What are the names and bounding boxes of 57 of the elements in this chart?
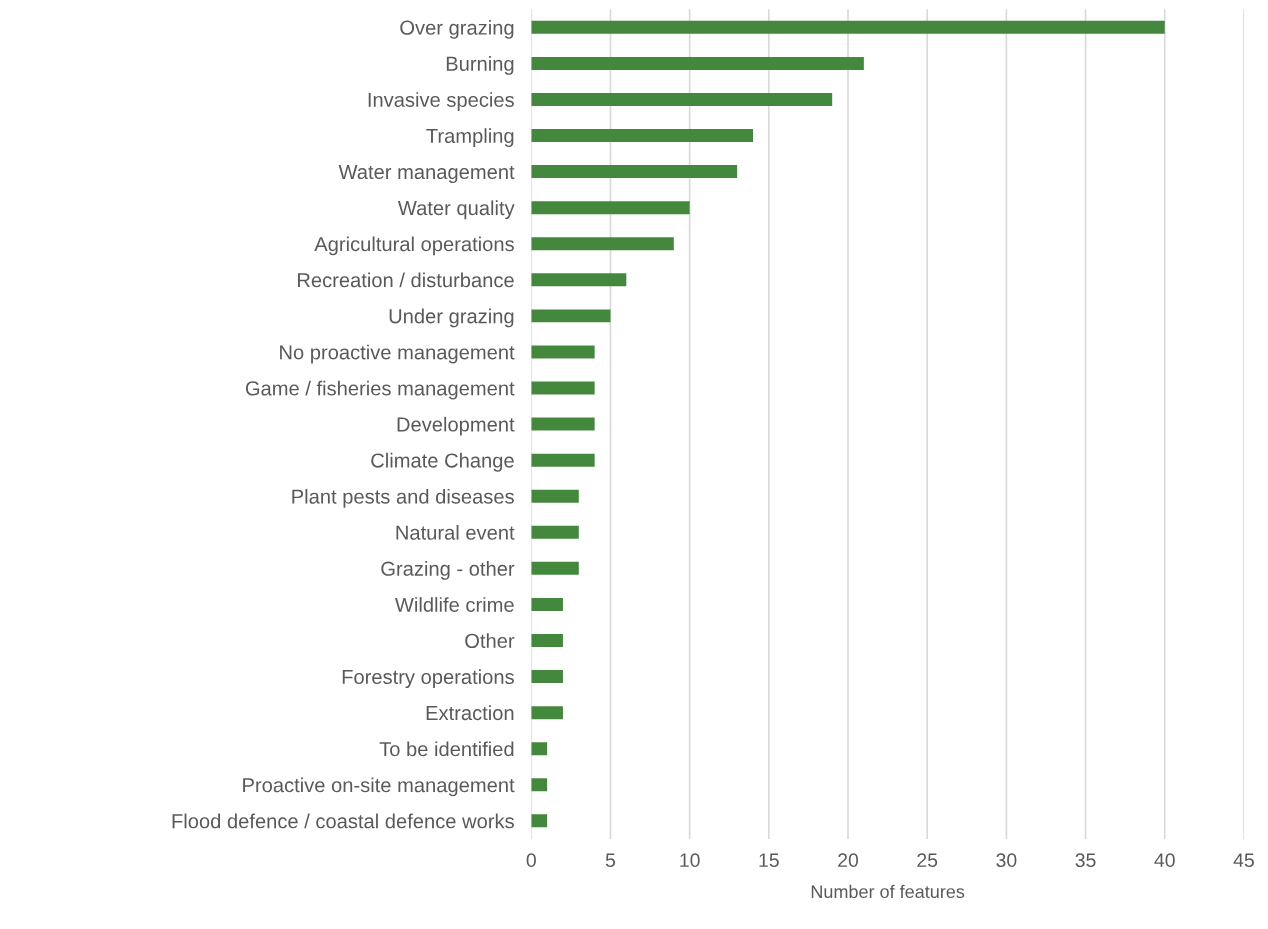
bar	[531, 525, 579, 539]
x-tick-label: 0	[526, 853, 536, 868]
y-tick-label: Climate Change	[371, 452, 514, 472]
bar	[531, 92, 833, 106]
bar	[531, 201, 690, 215]
x-axis-title: Number of features	[811, 884, 965, 899]
bar	[531, 129, 753, 143]
y-tick-label: Invasive species	[368, 92, 514, 111]
bar	[531, 417, 595, 431]
y-tick-label: Water management	[338, 165, 515, 184]
x-tick-label: 30	[996, 853, 1017, 868]
bar	[531, 165, 738, 179]
y-tick-label: Over grazing	[400, 20, 514, 39]
bar	[531, 453, 595, 467]
bar	[531, 381, 595, 395]
bar	[531, 597, 563, 611]
bar	[531, 309, 611, 323]
y-tick-label: No proactive management	[280, 344, 515, 364]
bar	[531, 20, 1165, 34]
bar	[531, 56, 864, 70]
bar	[531, 706, 563, 720]
x-tick-label: 10	[680, 853, 700, 868]
y-tick-label: Recreation / disturbance	[298, 272, 514, 288]
y-tick-label: Flood defence / coastal defence works	[172, 813, 514, 829]
x-tick-label: 40	[1154, 853, 1175, 868]
bar	[531, 561, 579, 575]
x-tick-label: 5	[605, 853, 616, 868]
y-tick-label: To be identified	[379, 741, 514, 757]
bar	[531, 273, 627, 287]
y-tick-label: Development	[397, 416, 515, 436]
bar	[531, 345, 595, 359]
x-tick-label: 15	[759, 853, 779, 868]
y-tick-label: Under grazing	[389, 308, 514, 328]
y-tick-label: Agricultural operations	[314, 236, 514, 256]
bar	[531, 489, 579, 503]
bar	[531, 778, 548, 792]
y-tick-label: Proactive on-site management	[243, 777, 515, 797]
bar	[531, 237, 674, 251]
bar	[531, 742, 548, 756]
y-tick-label: Game / fisheries management	[245, 380, 515, 400]
x-tick-label: 20	[838, 853, 859, 868]
y-tick-label: Forestry operations	[342, 669, 514, 689]
y-tick-label: Water quality	[397, 200, 515, 220]
y-tick-label: Extraction	[426, 705, 514, 721]
bar	[531, 814, 548, 828]
x-tick-label: 45	[1233, 853, 1254, 868]
y-tick-label: Burning	[446, 56, 514, 75]
bar	[531, 670, 563, 684]
y-tick-label: Other	[465, 633, 515, 648]
y-tick-label: Trampling	[426, 128, 514, 148]
y-tick-label: Natural event	[396, 525, 515, 540]
y-tick-label: Wildlife crime	[394, 597, 514, 612]
x-tick-label: 25	[917, 853, 938, 868]
x-tick-label: 35	[1075, 853, 1096, 868]
bar	[531, 634, 563, 647]
y-tick-label: Grazing - other	[381, 561, 515, 580]
y-tick-label: Plant pests and diseases	[292, 488, 514, 508]
